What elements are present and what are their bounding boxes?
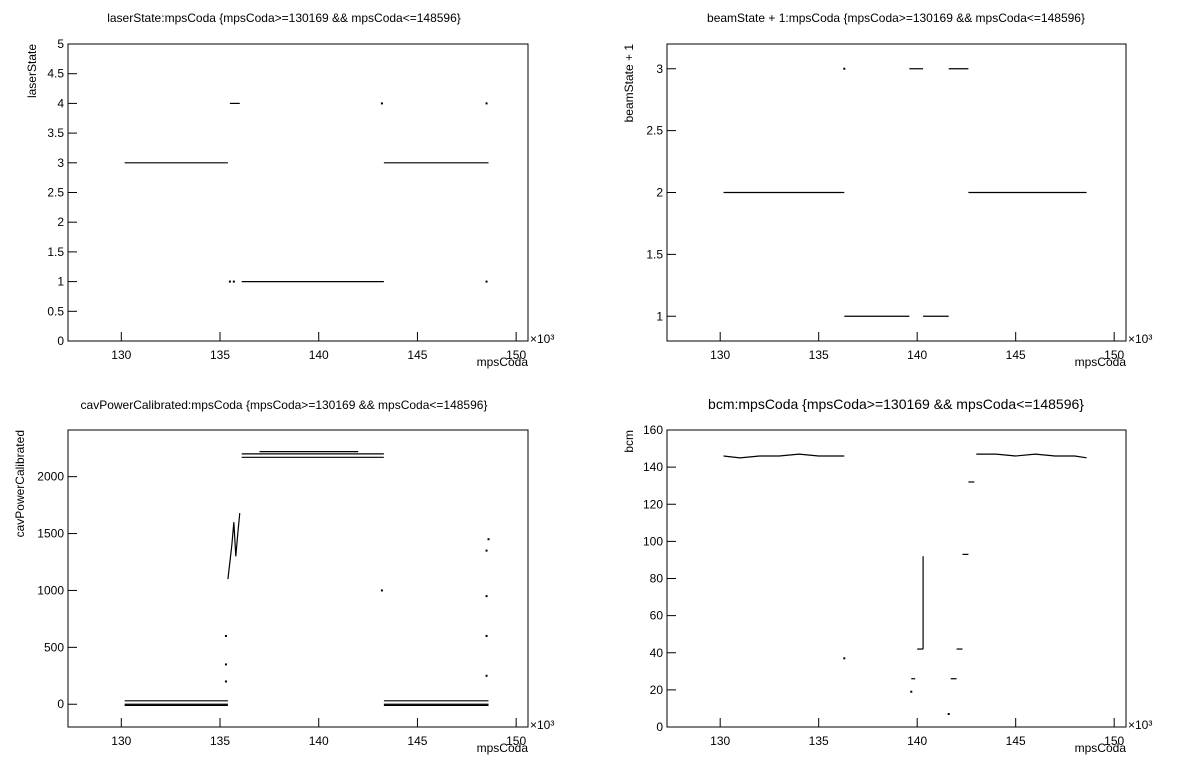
y-axis-label: cavPowerCalibrated [13,430,27,537]
x-tick-label: 140 [907,734,927,748]
y-tick-label: 2.5 [646,124,663,138]
x-tick-label: 130 [111,734,131,748]
y-tick-label: 4.5 [47,67,64,81]
chart-pad: laserState:mpsCoda {mpsCoda>=130169 && m… [25,11,554,369]
plot-frame [67,429,529,728]
x-tick-label: 140 [309,348,329,362]
y-tick-label: 0 [57,334,64,348]
data-point [224,680,227,683]
x-tick-label: 135 [809,348,829,362]
x-tick-label: 150 [1104,734,1124,748]
data-point [485,549,488,552]
data-point [232,280,235,283]
data-point [485,674,488,677]
y-tick-label: 1.5 [646,247,663,261]
x-tick-label: 145 [1006,734,1026,748]
y-tick-label: 100 [643,534,663,548]
y-tick-label: 1 [656,309,663,323]
y-tick-label: 2 [656,186,663,200]
x-tick-label: 135 [210,348,230,362]
x-tick-label: 130 [710,348,730,362]
data-point [843,657,846,660]
y-tick-label: 500 [44,640,64,654]
y-tick-label: 0 [656,720,663,734]
chart-pad: cavPowerCalibrated:mpsCoda {mpsCoda>=130… [13,398,554,755]
x-axis-label: mpsCoda [1075,741,1127,755]
x-tick-label: 140 [907,348,927,362]
data-run [723,453,845,459]
data-point [485,280,488,283]
x-tick-label: 150 [1104,348,1124,362]
data-point [380,102,383,105]
y-tick-label: 3 [57,156,64,170]
y-axis-label: bcm [622,430,636,453]
data-point [843,67,846,70]
x-exponent: ×10³ [530,332,554,346]
x-tick-label: 130 [710,734,730,748]
y-tick-label: 0.5 [47,304,64,318]
chart-pad: bcm:mpsCoda {mpsCoda>=130169 && mpsCoda<… [622,396,1152,755]
chart-title: laserState:mpsCoda {mpsCoda>=130169 && m… [107,11,461,25]
x-tick-label: 145 [407,734,427,748]
y-axis-label: laserState [25,44,39,98]
chart-title: bcm:mpsCoda {mpsCoda>=130169 && mpsCoda<… [708,396,1084,412]
y-tick-label: 40 [650,646,664,660]
x-axis-label: mpsCoda [1075,355,1127,369]
y-tick-label: 5 [57,37,64,51]
x-exponent: ×10³ [1128,332,1152,346]
x-exponent: ×10³ [530,718,554,732]
plot-frame [67,43,529,342]
y-tick-label: 1.5 [47,245,64,259]
data-point [224,634,227,637]
y-tick-label: 140 [643,460,663,474]
x-exponent: ×10³ [1128,718,1152,732]
x-tick-label: 130 [111,348,131,362]
chart-title: cavPowerCalibrated:mpsCoda {mpsCoda>=130… [81,398,488,412]
x-axis-label: mpsCoda [477,355,529,369]
data-run [227,513,241,580]
x-tick-label: 140 [309,734,329,748]
x-tick-label: 150 [506,348,526,362]
data-point [380,589,383,592]
x-tick-label: 135 [809,734,829,748]
data-run [976,453,1087,459]
data-point [485,102,488,105]
data-point [485,595,488,598]
chart-title: beamState + 1:mpsCoda {mpsCoda>=130169 &… [707,11,1085,25]
x-axis-label: mpsCoda [477,741,529,755]
y-tick-label: 1500 [37,527,64,541]
y-tick-label: 3 [656,62,663,76]
y-tick-label: 80 [650,572,664,586]
plot-frame [666,429,1127,728]
x-tick-label: 135 [210,734,230,748]
y-tick-label: 120 [643,497,663,511]
y-tick-label: 4 [57,96,64,110]
y-tick-label: 2000 [37,470,64,484]
y-tick-label: 1000 [37,583,64,597]
y-tick-label: 0 [57,697,64,711]
data-point [947,713,950,716]
x-tick-label: 150 [506,734,526,748]
data-point [910,690,913,693]
y-tick-label: 60 [650,609,664,623]
data-point [485,634,488,637]
y-tick-label: 20 [650,683,664,697]
data-point [224,663,227,666]
data-point [228,280,231,283]
x-tick-label: 145 [407,348,427,362]
y-tick-label: 2.5 [47,186,64,200]
y-tick-label: 2 [57,215,64,229]
y-tick-label: 3.5 [47,126,64,140]
data-point [487,538,490,541]
x-tick-label: 145 [1006,348,1026,362]
chart-pad: beamState + 1:mpsCoda {mpsCoda>=130169 &… [622,11,1152,369]
y-tick-label: 1 [57,275,64,289]
y-axis-label: beamState + 1 [622,44,636,123]
y-tick-label: 160 [643,423,663,437]
